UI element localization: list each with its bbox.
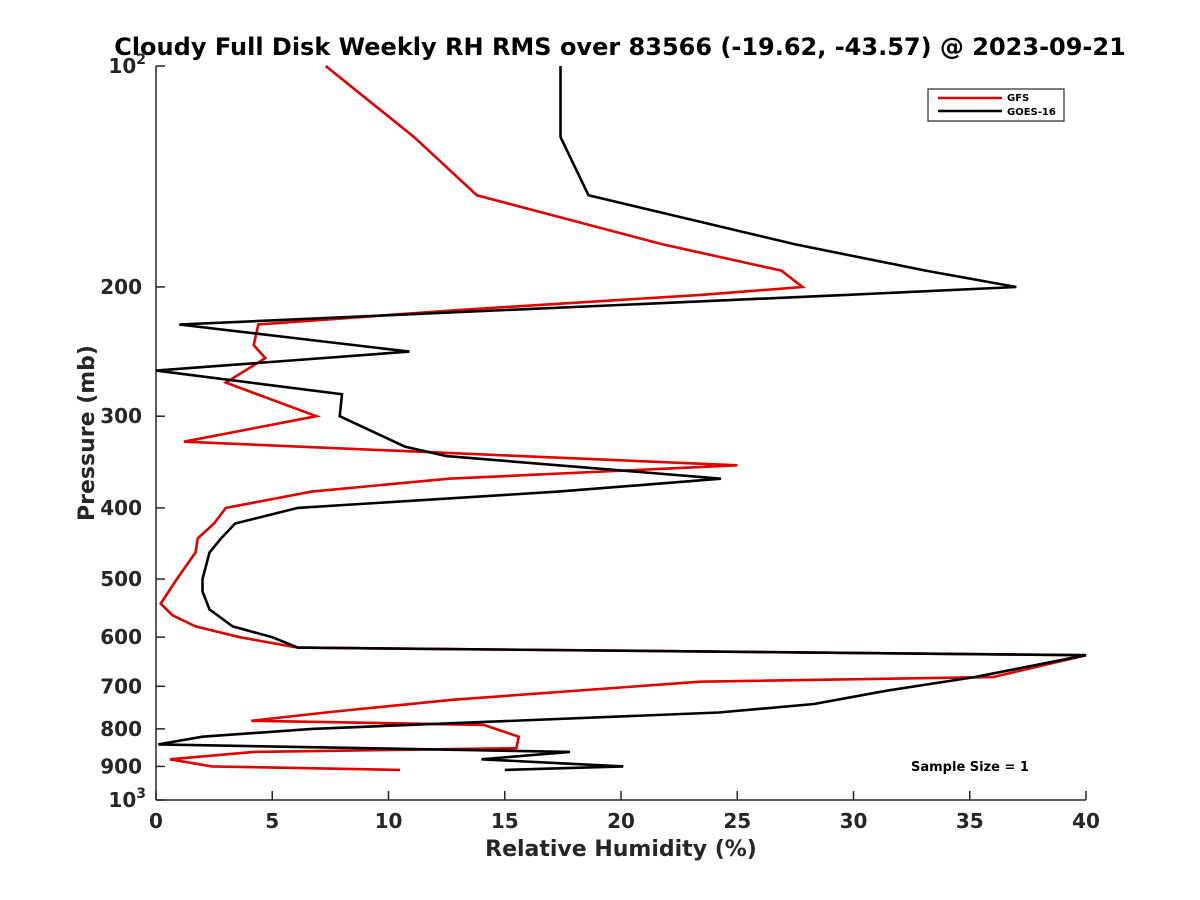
x-axis-label: Relative Humidity (%): [485, 837, 757, 862]
y-tick-label-base: 10: [108, 788, 136, 812]
x-tick-label: 35: [956, 809, 984, 833]
series-line-gfs: [159, 64, 1087, 772]
x-tick-label: 15: [491, 809, 519, 833]
y-tick-label: 600: [100, 625, 142, 649]
legend-label-gfs: GFS: [1007, 93, 1029, 104]
y-tick-label: 500: [100, 567, 142, 591]
sample-size-annotation: Sample Size = 1: [911, 760, 1029, 775]
x-tick-label: 25: [723, 809, 751, 833]
y-tick-label-exponent: 2: [136, 52, 146, 68]
x-tick-label: 10: [375, 809, 403, 833]
x-tick-label: 30: [840, 809, 868, 833]
y-tick-label: 103: [108, 786, 146, 812]
y-tick-label: 700: [100, 674, 142, 698]
y-tick-label: 900: [100, 754, 142, 778]
y-tick-label: 102: [108, 52, 146, 78]
chart-title: Cloudy Full Disk Weekly RH RMS over 8356…: [114, 33, 1126, 61]
series-lines: [155, 64, 1087, 772]
y-tick-label: 800: [100, 717, 142, 741]
y-tick-label-base: 10: [108, 54, 136, 78]
y-axis-label: Pressure (mb): [75, 345, 100, 521]
series-line-goes16: [155, 66, 1087, 772]
x-tick-label: 0: [149, 809, 163, 833]
legend-label-goes16: GOES-16: [1007, 107, 1056, 118]
y-tick-label: 200: [100, 275, 142, 299]
y-tick-label: 300: [100, 404, 142, 428]
y-tick-label: 400: [100, 496, 142, 520]
legend: GFS GOES-16: [927, 88, 1065, 122]
x-tick-label: 5: [265, 809, 279, 833]
x-tick-label: 20: [607, 809, 635, 833]
legend-box: [927, 88, 1065, 122]
x-ticks: 0 5 10 15 20 25 30 35 40: [149, 791, 1100, 833]
y-tick-label-exponent: 3: [136, 786, 146, 802]
plot-area: [155, 66, 1086, 801]
x-tick-label: 40: [1072, 809, 1100, 833]
